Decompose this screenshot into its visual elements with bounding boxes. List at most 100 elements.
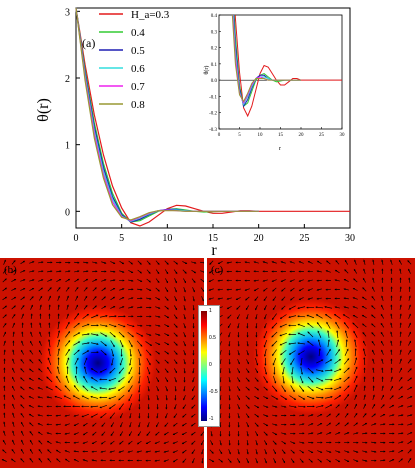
spin-arrow	[353, 288, 358, 291]
spin-arrow	[191, 261, 196, 264]
spin-arrow	[12, 377, 15, 382]
spin-arrow	[352, 322, 359, 329]
spin-arrow	[327, 330, 330, 339]
spin-arrow	[407, 396, 412, 399]
spin-arrow-head	[352, 322, 355, 325]
spin-arrow-head	[264, 317, 266, 320]
spin-arrow	[65, 331, 70, 338]
spin-arrow-head	[246, 317, 249, 320]
spin-arrow-head	[166, 352, 170, 355]
inset-y-tick-label: 0.4	[211, 14, 218, 19]
spin-arrow-head	[183, 362, 186, 365]
spin-arrow-head	[319, 460, 322, 463]
spin-arrow-head	[37, 377, 40, 380]
spin-arrow-head	[345, 339, 348, 342]
spin-arrow-head	[103, 287, 107, 290]
spin-arrow	[38, 287, 43, 292]
colorbar-tick: -1	[209, 416, 214, 422]
spin-arrow	[362, 306, 367, 309]
spin-arrow	[173, 332, 178, 337]
spin-arrow	[334, 368, 341, 373]
spin-arrow-head	[362, 287, 365, 290]
spin-arrow-head	[347, 358, 350, 361]
spin-arrow	[263, 431, 268, 436]
spin-arrow-head	[166, 307, 169, 310]
spin-arrow-head	[47, 449, 50, 452]
spin-arrow	[100, 340, 107, 347]
spin-arrow	[371, 323, 376, 328]
spin-arrow-head	[271, 280, 274, 282]
spin-arrow	[408, 341, 411, 346]
spin-arrow	[408, 278, 411, 283]
spin-arrow-head	[264, 326, 266, 329]
spin-arrow-head	[64, 458, 68, 461]
spin-arrow-head	[330, 378, 333, 381]
spin-arrow	[83, 278, 88, 283]
x-tick-label: 20	[254, 233, 264, 244]
spin-arrow	[111, 348, 114, 357]
spin-arrow-head	[237, 335, 240, 338]
spin-arrow-head	[94, 287, 97, 290]
spin-arrow-head	[352, 314, 355, 317]
spin-arrow	[173, 341, 178, 346]
spin-arrow	[183, 332, 186, 337]
spin-arrow	[209, 459, 214, 462]
spin-arrow-head	[183, 326, 186, 329]
spin-arrow-head	[271, 353, 274, 357]
spin-arrow	[237, 422, 240, 427]
spin-arrow-head	[148, 262, 151, 265]
spin-arrow	[335, 349, 340, 356]
spin-arrow	[362, 432, 367, 435]
spin-arrow-head	[40, 287, 44, 290]
spin-arrow-head	[13, 313, 16, 317]
spin-arrow-head	[399, 358, 402, 361]
spin-arrow-head	[68, 340, 71, 343]
inset-y-tick-label: 0.1	[211, 63, 218, 68]
spin-arrow-head	[374, 459, 377, 462]
spin-arrow	[164, 341, 169, 346]
spin-arrow	[137, 450, 142, 453]
x-tick-label: 30	[345, 233, 355, 244]
spin-arrow	[282, 375, 285, 384]
spin-arrow-head	[373, 403, 376, 406]
spin-arrow-head	[138, 363, 141, 366]
spin-arrow	[73, 341, 80, 346]
spin-arrow-head	[167, 316, 170, 319]
spin-arrow-head	[193, 271, 197, 274]
spin-arrow	[155, 260, 160, 265]
spin-arrow	[219, 422, 222, 427]
spin-arrow	[191, 431, 196, 436]
spin-arrow-head	[265, 461, 267, 464]
spin-arrow	[219, 359, 222, 364]
spin-arrow	[353, 422, 358, 427]
spin-arrow-head	[57, 313, 60, 316]
spin-arrow-head	[103, 296, 106, 299]
spin-arrow-head	[353, 278, 356, 281]
spin-arrow-head	[90, 415, 93, 418]
spin-arrow	[57, 305, 60, 310]
spin-arrow	[2, 440, 7, 445]
spin-arrow	[254, 279, 259, 282]
spin-arrow-head	[22, 260, 26, 263]
spin-arrow	[29, 350, 34, 355]
spin-arrow	[343, 385, 350, 392]
spin-arrow-head	[282, 381, 285, 384]
spin-arrow-head	[372, 259, 375, 262]
spin-arrow	[363, 341, 366, 346]
spin-arrow	[147, 395, 150, 400]
spin-arrow-head	[191, 415, 194, 418]
spin-arrow-head	[237, 425, 240, 428]
spin-arrow-head	[95, 270, 98, 273]
spin-arrow	[371, 450, 376, 453]
spin-arrow-head	[303, 405, 306, 408]
spin-arrow	[12, 386, 15, 391]
spin-arrow	[245, 404, 250, 409]
spin-arrow	[362, 450, 367, 453]
spin-arrow-head	[104, 344, 107, 347]
spin-arrow-head	[330, 387, 333, 390]
spin-arrow-head	[184, 335, 186, 338]
spin-arrow	[381, 368, 384, 373]
spin-arrow	[407, 387, 412, 390]
spin-arrow	[380, 441, 385, 444]
spin-arrow	[362, 287, 367, 292]
